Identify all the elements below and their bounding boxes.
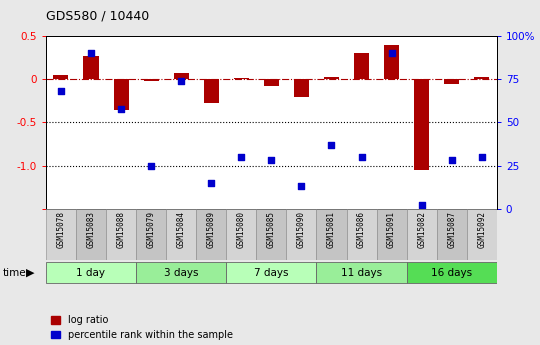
Point <box>237 154 246 160</box>
Text: GSM15089: GSM15089 <box>207 211 216 248</box>
Text: GSM15078: GSM15078 <box>57 211 65 248</box>
Bar <box>384 45 399 79</box>
Legend: log ratio, percentile rank within the sample: log ratio, percentile rank within the sa… <box>51 315 233 340</box>
Point <box>297 184 306 189</box>
Bar <box>347 209 376 260</box>
Bar <box>106 209 136 260</box>
Text: ▶: ▶ <box>26 268 35 277</box>
Bar <box>53 75 69 79</box>
Text: GSM15087: GSM15087 <box>447 211 456 248</box>
Text: GSM15079: GSM15079 <box>147 211 156 248</box>
Text: GSM15086: GSM15086 <box>357 211 366 248</box>
Bar <box>136 209 166 260</box>
Bar <box>376 209 407 260</box>
Bar <box>444 79 459 83</box>
Point <box>177 78 186 84</box>
Text: GSM15090: GSM15090 <box>297 211 306 248</box>
Text: 1 day: 1 day <box>77 268 105 277</box>
Bar <box>144 79 159 81</box>
Bar <box>474 77 489 79</box>
Text: GSM15088: GSM15088 <box>117 211 126 248</box>
Point <box>357 154 366 160</box>
Text: 3 days: 3 days <box>164 268 198 277</box>
Bar <box>256 209 286 260</box>
Bar <box>467 209 497 260</box>
Point <box>86 51 96 56</box>
Bar <box>316 262 407 284</box>
Point <box>57 89 65 94</box>
Bar <box>84 56 98 79</box>
Bar <box>316 209 347 260</box>
Text: GSM15091: GSM15091 <box>387 211 396 248</box>
Bar <box>166 209 196 260</box>
Bar <box>234 78 249 79</box>
Bar <box>174 73 188 79</box>
Text: GSM15081: GSM15081 <box>327 211 336 248</box>
Bar <box>294 79 309 97</box>
Bar <box>136 262 226 284</box>
Point <box>387 51 396 56</box>
Bar <box>407 209 437 260</box>
Bar <box>354 53 369 79</box>
Point <box>207 180 215 186</box>
Text: GSM15085: GSM15085 <box>267 211 276 248</box>
Text: GSM15084: GSM15084 <box>177 211 186 248</box>
Point <box>117 106 125 111</box>
Text: 11 days: 11 days <box>341 268 382 277</box>
Bar <box>46 262 136 284</box>
Point <box>447 158 456 163</box>
Bar <box>196 209 226 260</box>
Bar <box>46 209 76 260</box>
Bar <box>414 79 429 170</box>
Text: GSM15083: GSM15083 <box>86 211 96 248</box>
Text: 16 days: 16 days <box>431 268 472 277</box>
Point <box>147 163 156 168</box>
Bar <box>226 209 256 260</box>
Text: GSM15092: GSM15092 <box>477 211 486 248</box>
Text: GDS580 / 10440: GDS580 / 10440 <box>46 9 149 22</box>
Bar <box>113 79 129 109</box>
Point <box>327 142 336 148</box>
Bar <box>286 209 316 260</box>
Text: time: time <box>3 268 26 277</box>
Text: GSM15082: GSM15082 <box>417 211 426 248</box>
Text: GSM15080: GSM15080 <box>237 211 246 248</box>
Text: 7 days: 7 days <box>254 268 288 277</box>
Point <box>477 154 486 160</box>
Bar <box>204 79 219 102</box>
Bar <box>407 262 497 284</box>
Bar <box>324 77 339 79</box>
Bar <box>76 209 106 260</box>
Point <box>267 158 275 163</box>
Bar <box>226 262 316 284</box>
Point <box>417 203 426 208</box>
Bar <box>264 79 279 86</box>
Bar <box>437 209 467 260</box>
